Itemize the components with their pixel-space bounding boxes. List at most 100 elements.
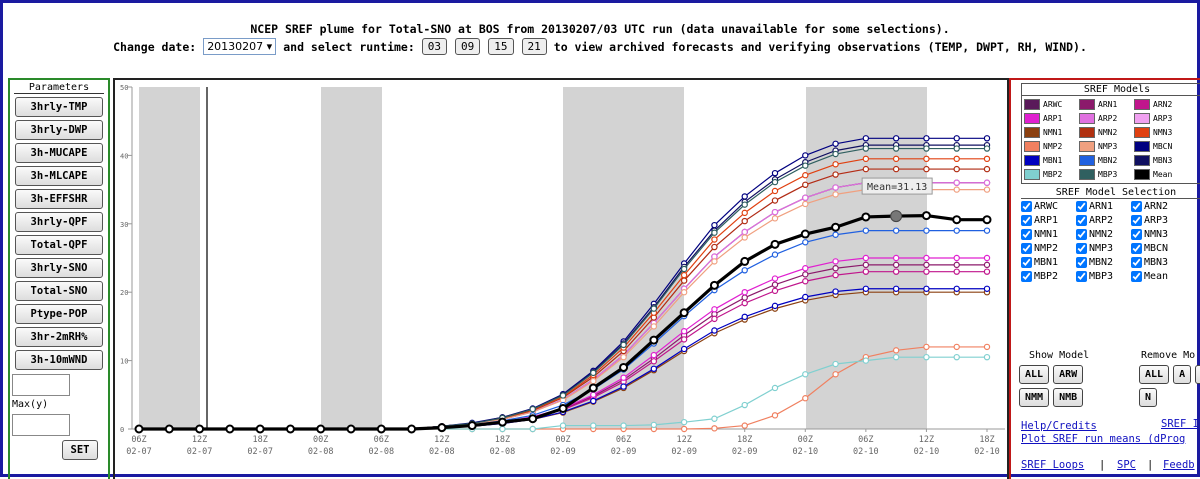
data-point: [649, 335, 659, 345]
runtime-button[interactable]: 09: [455, 38, 481, 55]
checkbox[interactable]: [1021, 215, 1032, 226]
data-point: [802, 152, 809, 159]
model-checkbox[interactable]: MBP3: [1076, 271, 1131, 282]
data-point: [831, 222, 841, 232]
checkbox[interactable]: [1076, 201, 1087, 212]
data-point: [709, 280, 719, 290]
runtime-button[interactable]: 15: [488, 38, 514, 55]
date-select[interactable]: 20130207 ▾: [203, 38, 277, 55]
checkbox[interactable]: [1021, 201, 1032, 212]
parameter-button[interactable]: 3hrly-TMP: [15, 97, 103, 117]
data-point: [892, 347, 900, 354]
legend-label: MBN1: [1043, 156, 1063, 165]
model-checkbox[interactable]: ARN1: [1076, 201, 1131, 212]
model-checkbox[interactable]: ARN2: [1131, 201, 1186, 212]
data-point: [832, 150, 839, 158]
data-point: [983, 165, 991, 173]
remove-button[interactable]: A: [1173, 365, 1192, 384]
legend-entry: Mean: [1134, 169, 1189, 180]
legend-entry: ARWC: [1024, 99, 1079, 110]
parameter-button[interactable]: Total-QPF: [15, 235, 103, 255]
legend-label: NMN3: [1153, 128, 1173, 137]
checkbox[interactable]: [1076, 229, 1087, 240]
set-button[interactable]: SET: [62, 440, 98, 460]
model-checkbox[interactable]: ARP2: [1076, 215, 1131, 226]
max-input[interactable]: [12, 414, 70, 436]
remove-button[interactable]: ALL: [1139, 365, 1170, 384]
legend-entry: ARP2: [1079, 113, 1134, 124]
min-input[interactable]: [12, 374, 70, 396]
parameter-button[interactable]: 3h-MLCAPE: [15, 166, 103, 186]
checkbox[interactable]: [1021, 257, 1032, 268]
parameter-button[interactable]: 3h-10mWND: [15, 350, 103, 370]
checkbox[interactable]: [1131, 215, 1142, 226]
y-tick-label: 50: [120, 84, 128, 92]
checkbox[interactable]: [1076, 243, 1087, 254]
model-checkbox[interactable]: ARP3: [1131, 215, 1186, 226]
data-point: [650, 365, 658, 373]
model-checkbox[interactable]: NMP3: [1076, 243, 1131, 254]
data-point: [680, 418, 688, 426]
annotation: Mean=31.13: [867, 182, 927, 193]
show-button[interactable]: ALL: [1019, 365, 1050, 384]
data-point: [983, 353, 991, 361]
checkbox-label: Mean: [1144, 271, 1169, 282]
remove-button[interactable]: N: [1139, 388, 1158, 407]
model-checkbox[interactable]: MBN1: [1021, 257, 1076, 268]
link[interactable]: Feedb: [1163, 459, 1195, 471]
parameter-button[interactable]: 3hrly-DWP: [15, 120, 103, 140]
show-button[interactable]: NMM: [1019, 388, 1050, 407]
data-point: [802, 271, 809, 278]
checkbox[interactable]: [1021, 243, 1032, 254]
model-checkbox[interactable]: Mean: [1131, 271, 1186, 282]
model-checkbox[interactable]: NMN1: [1021, 229, 1076, 240]
show-button[interactable]: ARW: [1053, 365, 1084, 384]
data-point: [892, 135, 900, 142]
parameter-button[interactable]: Ptype-POP: [15, 304, 103, 324]
parameter-button[interactable]: 3hr-2mRH%: [15, 327, 103, 347]
y-tick-label: 20: [120, 289, 128, 297]
checkbox[interactable]: [1131, 201, 1142, 212]
model-checkbox[interactable]: MBN2: [1076, 257, 1131, 268]
runtime-button[interactable]: 21: [521, 38, 547, 55]
checkbox[interactable]: [1021, 229, 1032, 240]
model-checkbox[interactable]: ARP1: [1021, 215, 1076, 226]
model-checkbox[interactable]: NMN2: [1076, 229, 1131, 240]
checkbox[interactable]: [1076, 257, 1087, 268]
data-point: [558, 403, 568, 413]
x-tick-label-line: 02-09: [611, 447, 637, 457]
parameter-button[interactable]: Total-SNO: [15, 281, 103, 301]
x-tick-label: 06Z 02-08: [368, 435, 394, 457]
checkbox[interactable]: [1021, 271, 1032, 282]
model-checkbox[interactable]: NMN3: [1131, 229, 1186, 240]
checkbox[interactable]: [1131, 257, 1142, 268]
link[interactable]: SPC: [1117, 459, 1136, 471]
model-checkbox[interactable]: ARWC: [1021, 201, 1076, 212]
x-tick-label-line: 02-09: [550, 447, 576, 457]
x-tick-label-line: 00Z: [555, 435, 570, 445]
parameter-button[interactable]: 3h-EFFSHR: [15, 189, 103, 209]
link[interactable]: Help/Credits: [1021, 420, 1097, 432]
model-checkbox[interactable]: NMP2: [1021, 243, 1076, 254]
remove-button[interactable]: NMM: [1195, 365, 1200, 384]
model-checkbox[interactable]: MBP2: [1021, 271, 1076, 282]
model-checkbox[interactable]: MBCN: [1131, 243, 1186, 254]
link[interactable]: Plot SREF run means (dProg: [1021, 433, 1186, 445]
show-button[interactable]: NMB: [1053, 388, 1084, 407]
legend-label: MBP3: [1098, 170, 1118, 179]
checkbox[interactable]: [1076, 215, 1087, 226]
model-checkbox[interactable]: MBN3: [1131, 257, 1186, 268]
runtime-button[interactable]: 03: [421, 38, 448, 55]
parameter-button[interactable]: 3hrly-SNO: [15, 258, 103, 278]
checkbox[interactable]: [1131, 271, 1142, 282]
link[interactable]: SREF Loops: [1021, 459, 1085, 471]
parameter-button[interactable]: 3h-MUCAPE: [15, 143, 103, 163]
parameter-button[interactable]: 3hrly-QPF: [15, 212, 103, 232]
checkbox[interactable]: [1131, 229, 1142, 240]
data-point: [802, 162, 809, 169]
data-point: [923, 285, 930, 292]
link[interactable]: SREF I: [1161, 418, 1199, 430]
legend-label: NMN1: [1043, 128, 1063, 137]
checkbox[interactable]: [1076, 271, 1087, 282]
checkbox[interactable]: [1131, 243, 1142, 254]
